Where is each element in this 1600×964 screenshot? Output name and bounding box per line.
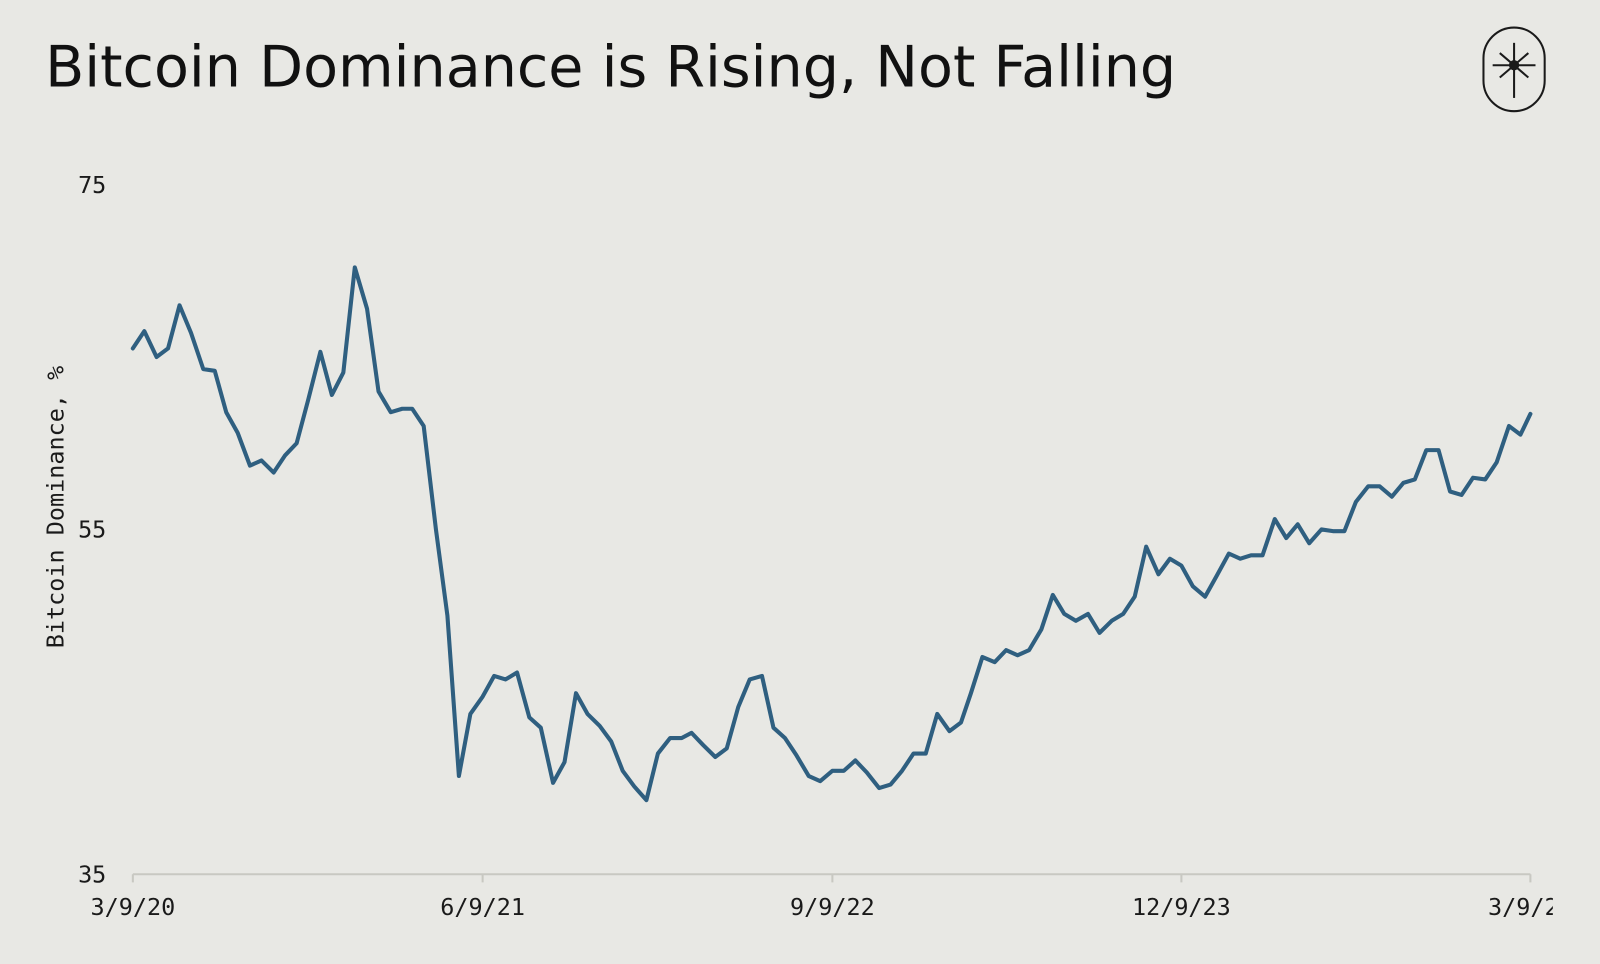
y-tick-label: 35 [78,860,106,888]
chart-title: Bitcoin Dominance is Rising, Not Falling [45,35,1176,101]
x-tick-label: 3/9/25 [1488,893,1573,921]
y-tick-label: 75 [78,171,106,199]
logo [1482,26,1546,113]
y-tick-label: 55 [78,516,106,544]
x-tick-label: 6/9/21 [440,893,525,921]
data-line [130,265,1533,803]
x-tick-label: 3/9/20 [90,893,175,921]
x-axis: 3/9/20 6/9/21 9/9/22 12/9/23 3/9/25 [90,893,1573,921]
x-tick-label: 12/9/23 [1132,893,1231,921]
y-axis-label: Bitcoin Dominance, % [41,366,69,648]
x-tick-label: 9/9/22 [790,893,875,921]
